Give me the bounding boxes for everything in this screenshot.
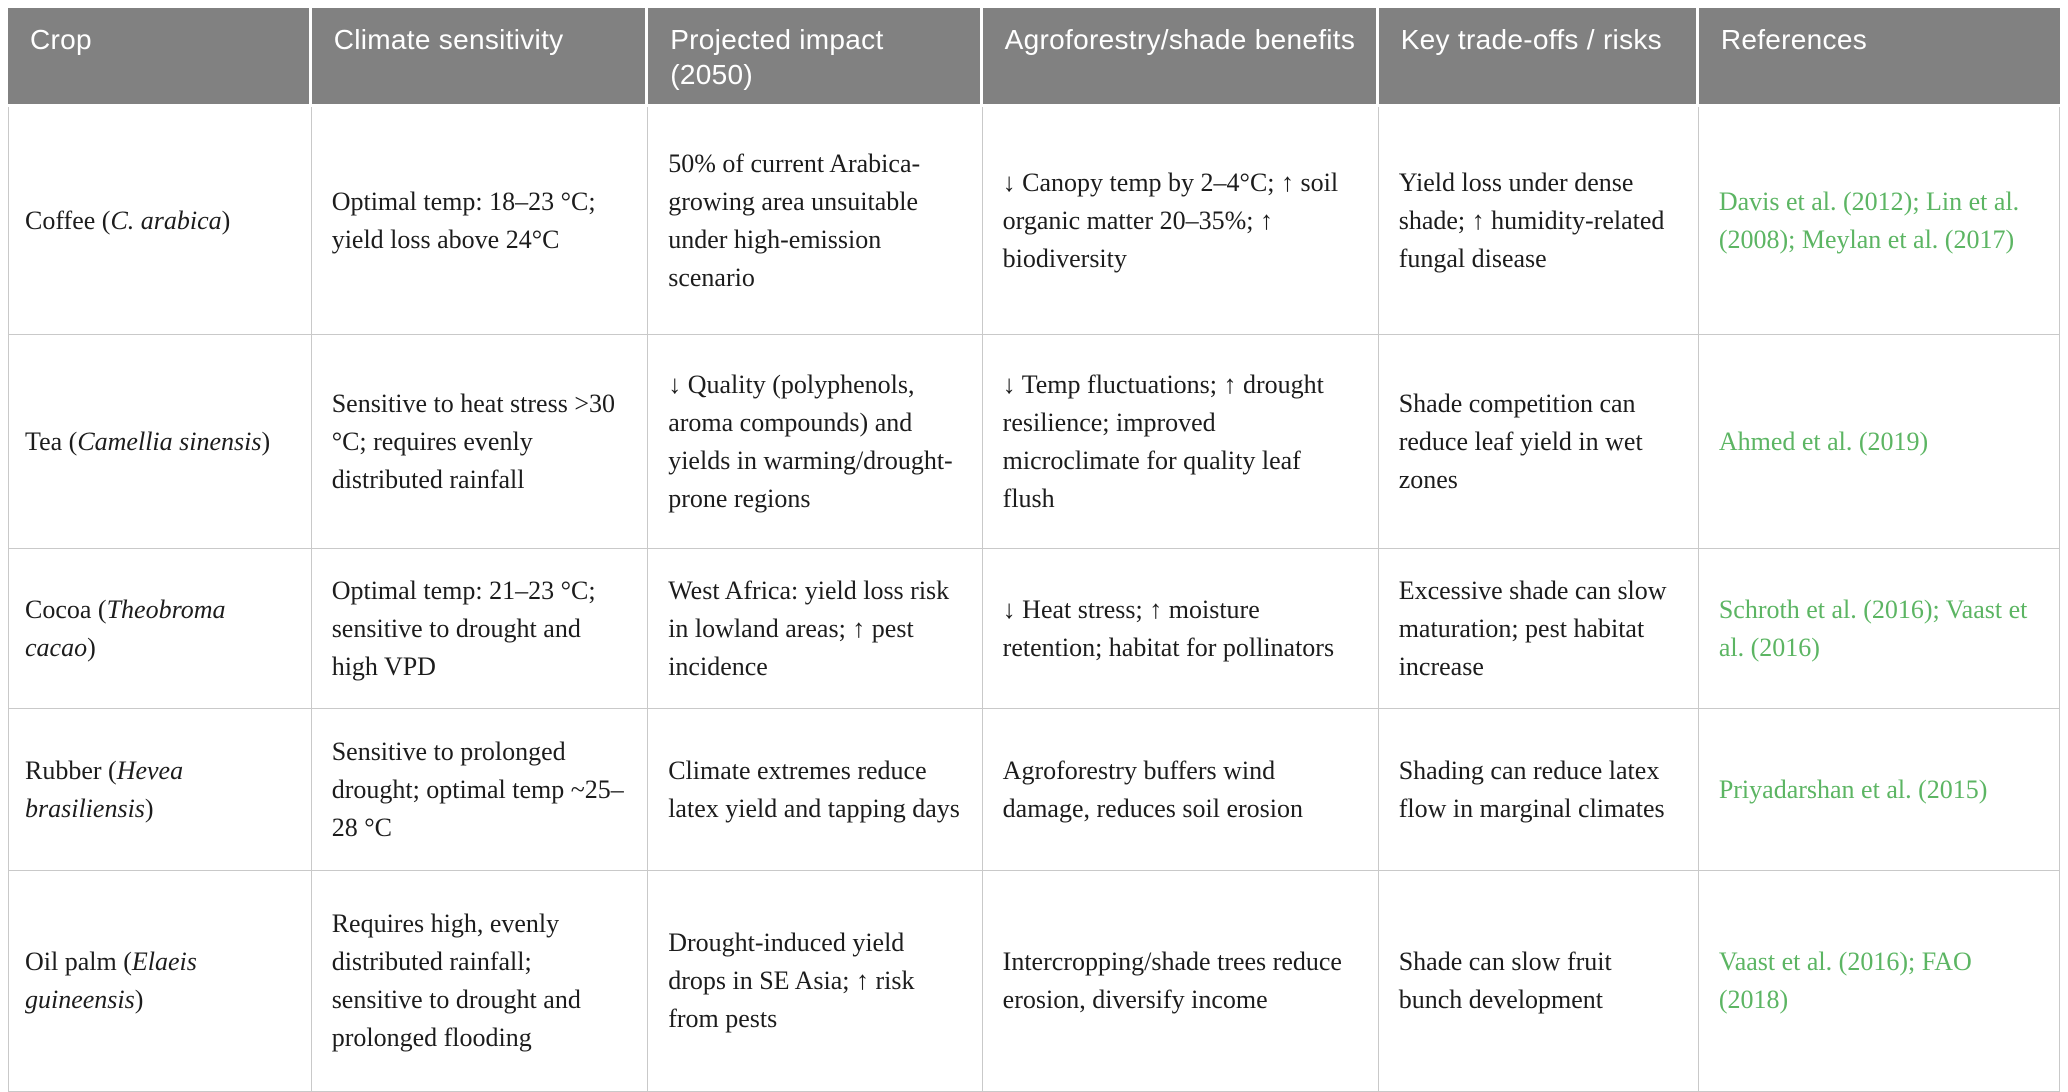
col-header-projected-impact: Projected impact (2050)	[648, 8, 983, 107]
col-header-crop: Crop	[8, 8, 312, 107]
table-row: Oil palm (Elaeis guineensis) Requires hi…	[8, 871, 2060, 1092]
cell-tradeoffs-risks: Shade can slow fruit bunch development	[1378, 871, 1699, 1092]
crop-name: Coffee (	[25, 205, 111, 235]
table-row: Rubber (Hevea brasiliensis) Sensitive to…	[8, 709, 2060, 871]
col-header-climate-sensitivity: Climate sensitivity	[311, 8, 649, 107]
table-row: Tea (Camellia sinensis) Sensitive to hea…	[8, 335, 2060, 549]
crop-species-name: Camellia sinensis	[77, 426, 262, 456]
cell-projected-impact: 50% of current Arabica-growing area unsu…	[648, 107, 983, 335]
crop-name-suffix: )	[144, 793, 154, 823]
cell-climate-sensitivity: Sensitive to prolonged drought; optimal …	[311, 709, 649, 871]
table-row: Coffee (C. arabica) Optimal temp: 18–23 …	[8, 107, 2060, 335]
cell-references: Ahmed et al. (2019)	[1698, 335, 2060, 549]
col-header-agroforestry-benefits: Agroforestry/shade benefits	[982, 8, 1379, 107]
cell-references: Schroth et al. (2016); Vaast et al. (201…	[1698, 549, 2060, 709]
crop-species-name: Hevea brasiliensis	[25, 755, 184, 823]
col-header-tradeoffs-risks: Key trade-offs / risks	[1378, 8, 1699, 107]
crop-name-suffix: )	[221, 205, 231, 235]
crop-name-suffix: )	[261, 426, 271, 456]
cell-climate-sensitivity: Optimal temp: 18–23 °C; yield loss above…	[311, 107, 649, 335]
cell-crop: Oil palm (Elaeis guineensis)	[8, 871, 312, 1092]
cell-crop: Tea (Camellia sinensis)	[8, 335, 312, 549]
crop-name-suffix: )	[87, 632, 96, 662]
cell-crop: Coffee (C. arabica)	[8, 107, 312, 335]
crop-species-name: Theobroma cacao	[25, 594, 226, 662]
cell-agroforestry-benefits: ↓ Temp fluctuations; ↑ drought resilienc…	[982, 335, 1379, 549]
cell-climate-sensitivity: Requires high, evenly distributed rainfa…	[311, 871, 649, 1092]
cell-projected-impact: West Africa: yield loss risk in lowland …	[648, 549, 983, 709]
reference-link[interactable]: Ahmed et al. (2019)	[1718, 426, 1929, 456]
crop-species-name: Elaeis guineensis	[25, 947, 197, 1014]
cell-projected-impact: Climate extremes reduce latex yield and …	[648, 709, 983, 871]
cell-tradeoffs-risks: Excessive shade can slow maturation; pes…	[1378, 549, 1699, 709]
cell-tradeoffs-risks: Yield loss under dense shade; ↑ humidity…	[1378, 107, 1699, 335]
reference-link[interactable]: Schroth et al. (2016); Vaast et al. (201…	[1718, 594, 2028, 662]
crop-name: Oil palm (	[25, 947, 132, 976]
cell-climate-sensitivity: Sensitive to heat stress >30 °C; require…	[311, 335, 649, 549]
cell-references: Vaast et al. (2016); FAO (2018)	[1698, 871, 2060, 1092]
reference-link[interactable]: Vaast et al. (2016); FAO (2018)	[1718, 947, 1972, 1014]
cell-agroforestry-benefits: Intercropping/shade trees reduce erosion…	[982, 871, 1379, 1092]
cell-crop: Rubber (Hevea brasiliensis)	[8, 709, 312, 871]
cell-agroforestry-benefits: ↓ Canopy temp by 2–4°C; ↑ soil organic m…	[982, 107, 1379, 335]
cell-crop: Cocoa (Theobroma cacao)	[8, 549, 312, 709]
table-row: Cocoa (Theobroma cacao) Optimal temp: 21…	[8, 549, 2060, 709]
crop-name: Tea (	[25, 426, 78, 456]
crop-species-name: C. arabica	[110, 205, 222, 235]
cell-tradeoffs-risks: Shade competition can reduce leaf yield …	[1378, 335, 1699, 549]
cell-agroforestry-benefits: ↓ Heat stress; ↑ moisture retention; hab…	[982, 549, 1379, 709]
cell-references: Davis et al. (2012); Lin et al. (2008); …	[1698, 107, 2060, 335]
crop-name: Rubber (	[25, 755, 117, 785]
cell-projected-impact: Drought-induced yield drops in SE Asia; …	[648, 871, 983, 1092]
cell-agroforestry-benefits: Agroforestry buffers wind damage, reduce…	[982, 709, 1379, 871]
crop-name-suffix: )	[134, 985, 144, 1014]
reference-link[interactable]: Davis et al. (2012); Lin et al. (2008); …	[1718, 186, 2020, 254]
reference-link[interactable]: Priyadarshan et al. (2015)	[1718, 774, 1988, 804]
cell-references: Priyadarshan et al. (2015)	[1698, 709, 2060, 871]
header-row: Crop Climate sensitivity Projected impac…	[8, 8, 2060, 107]
crop-name: Cocoa (	[25, 594, 107, 624]
cell-tradeoffs-risks: Shading can reduce latex flow in margina…	[1378, 709, 1699, 871]
cell-projected-impact: ↓ Quality (polyphenols, aroma compounds)…	[648, 335, 983, 549]
crop-climate-agroforestry-table: Crop Climate sensitivity Projected impac…	[8, 8, 2060, 1092]
col-header-references: References	[1698, 8, 2060, 107]
cell-climate-sensitivity: Optimal temp: 21–23 °C; sensitive to dro…	[311, 549, 649, 709]
